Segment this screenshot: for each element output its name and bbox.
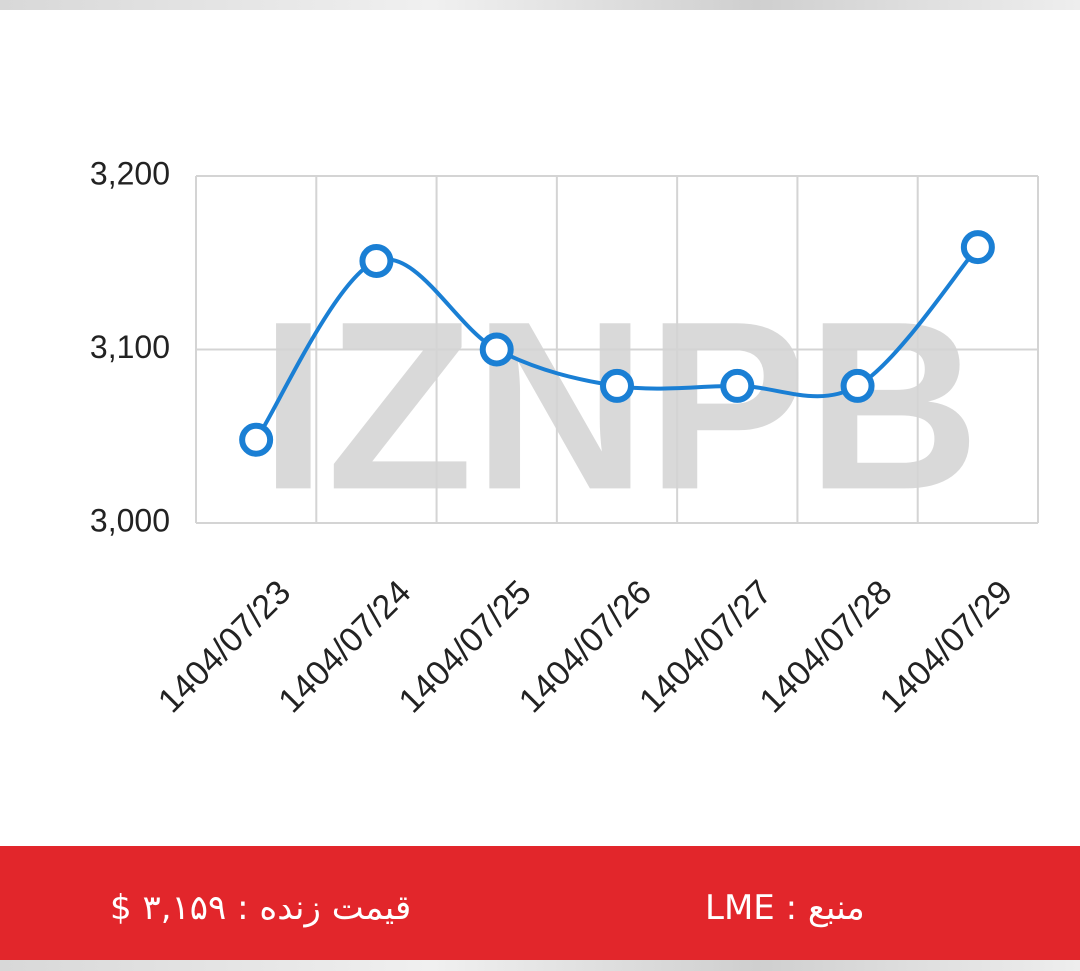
top-strip — [0, 0, 1080, 10]
y-tick-label: 3,000 — [90, 502, 170, 538]
point — [479, 332, 514, 367]
point — [600, 368, 634, 403]
y-tick-label: 3,200 — [90, 155, 170, 191]
watermark: IZNPB — [260, 271, 980, 539]
bottom-strip — [0, 960, 1080, 971]
live-price: قیمت زنده : ۳,۱۵۹ $ — [110, 888, 412, 928]
point — [239, 422, 274, 457]
point — [359, 244, 394, 279]
footer: قیمت زنده : ۳,۱۵۹ $ منبع : LME — [0, 846, 1080, 960]
source: منبع : LME — [705, 888, 865, 928]
chart: IZNPB 3,0003,1003,2001404/07/231404/07/2… — [90, 155, 1039, 720]
y-tick-label: 3,100 — [90, 329, 170, 365]
point — [720, 368, 755, 403]
point — [960, 230, 995, 265]
point — [840, 368, 875, 403]
